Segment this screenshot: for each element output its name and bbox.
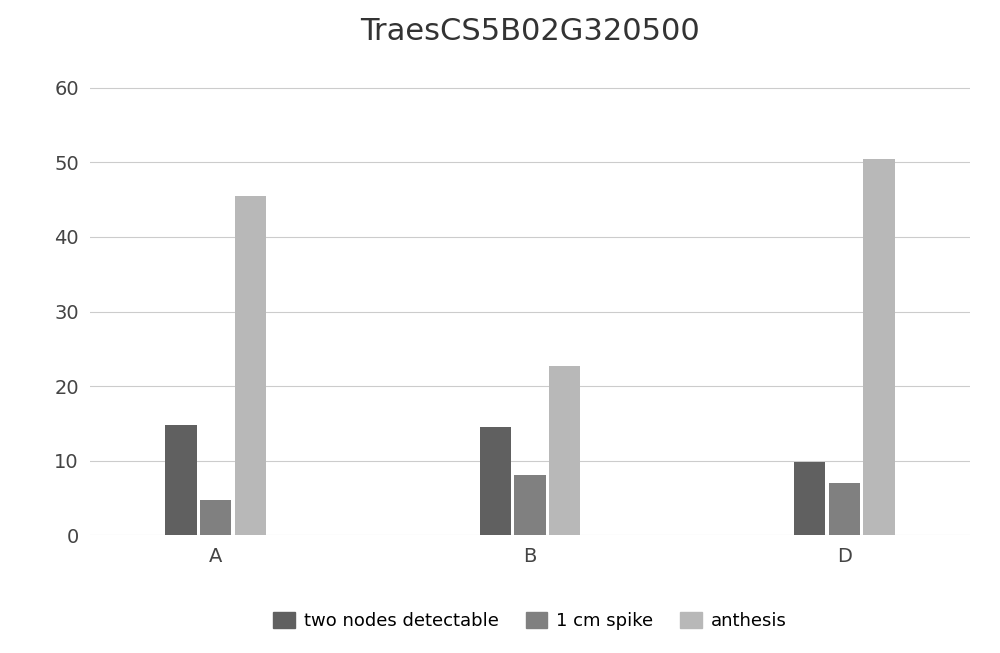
- Bar: [794, 462, 825, 535]
- Legend: two nodes detectable, 1 cm spike, anthesis: two nodes detectable, 1 cm spike, anthes…: [273, 612, 787, 630]
- Bar: [200, 500, 231, 535]
- Title: TraesCS5B02G320500: TraesCS5B02G320500: [360, 17, 700, 46]
- Bar: [480, 427, 511, 535]
- Bar: [549, 366, 580, 535]
- Bar: [514, 475, 546, 535]
- Bar: [165, 425, 197, 535]
- Bar: [829, 483, 860, 535]
- Bar: [863, 159, 895, 535]
- Bar: [235, 196, 266, 535]
